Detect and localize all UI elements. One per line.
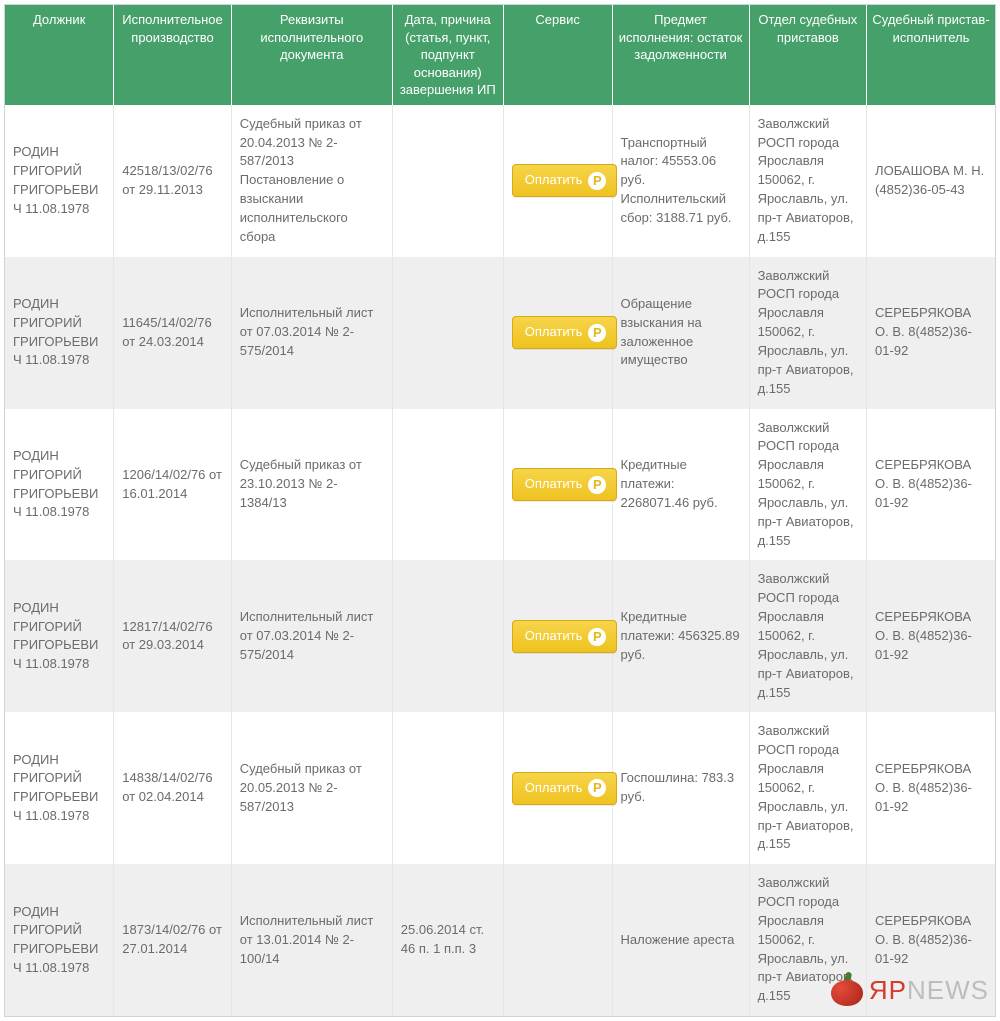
ruble-icon: Р — [588, 628, 606, 646]
cell-doc: Судебный приказ от 23.10.2013 № 2-1384/1… — [231, 409, 392, 561]
pay-button-label: Оплатить — [525, 628, 583, 643]
pay-button[interactable]: Оплатить Р — [512, 316, 618, 349]
cell-proc: 12817/14/02/76 от 29.03.2014 — [114, 560, 231, 712]
pay-button[interactable]: Оплатить Р — [512, 772, 618, 805]
pay-button-label: Оплатить — [525, 476, 583, 491]
cell-officer: СЕРЕБРЯКОВА О. В. 8(4852)36-01-92 — [867, 864, 995, 1016]
th-service: Сервис — [503, 5, 612, 105]
table-row: РОДИН ГРИГОРИЙ ГРИГОРЬЕВИЧ 11.08.1978120… — [5, 409, 995, 561]
cell-service: Оплатить Р — [503, 409, 612, 561]
cell-dept: Заволжский РОСП города Ярославля 150062,… — [749, 712, 866, 864]
th-date: Дата, причина (статья, пункт, подпункт о… — [392, 5, 503, 105]
th-subject: Предмет исполнения: остаток задолженност… — [612, 5, 749, 105]
cell-proc: 14838/14/02/76 от 02.04.2014 — [114, 712, 231, 864]
cell-service: Оплатить Р — [503, 105, 612, 257]
cell-subject: Госпошлина: 783.3 руб. — [612, 712, 749, 864]
cell-doc: Судебный приказ от 20.04.2013 № 2-587/20… — [231, 105, 392, 257]
table-row: РОДИН ГРИГОРИЙ ГРИГОРЬЕВИЧ 11.08.1978187… — [5, 864, 995, 1016]
table-frame: Должник Исполнительное производство Рекв… — [4, 4, 996, 1017]
cell-dept: Заволжский РОСП города Ярославля 150062,… — [749, 560, 866, 712]
cell-service — [503, 864, 612, 1016]
cell-subject: Наложение ареста — [612, 864, 749, 1016]
cell-debtor: РОДИН ГРИГОРИЙ ГРИГОРЬЕВИЧ 11.08.1978 — [5, 257, 114, 409]
th-doc: Реквизиты исполнительного документа — [231, 5, 392, 105]
cell-dept: Заволжский РОСП города Ярославля 150062,… — [749, 864, 866, 1016]
cell-service: Оплатить Р — [503, 712, 612, 864]
cell-date — [392, 409, 503, 561]
th-proc: Исполнительное производство — [114, 5, 231, 105]
cell-date — [392, 560, 503, 712]
pay-button[interactable]: Оплатить Р — [512, 164, 618, 197]
pay-button-label: Оплатить — [525, 172, 583, 187]
pay-button[interactable]: Оплатить Р — [512, 620, 618, 653]
cell-subject: Обращение взыскания на заложенное имущес… — [612, 257, 749, 409]
cell-service: Оплатить Р — [503, 560, 612, 712]
cell-officer: СЕРЕБРЯКОВА О. В. 8(4852)36-01-92 — [867, 257, 995, 409]
ruble-icon: Р — [588, 172, 606, 190]
cell-service: Оплатить Р — [503, 257, 612, 409]
cell-debtor: РОДИН ГРИГОРИЙ ГРИГОРЬЕВИЧ 11.08.1978 — [5, 864, 114, 1016]
ruble-icon: Р — [588, 779, 606, 797]
cell-subject: Кредитные платежи: 2268071.46 руб. — [612, 409, 749, 561]
cell-dept: Заволжский РОСП города Ярославля 150062,… — [749, 257, 866, 409]
th-dept: Отдел судебных приставов — [749, 5, 866, 105]
pay-button-label: Оплатить — [525, 780, 583, 795]
ruble-icon: Р — [588, 324, 606, 342]
table-row: РОДИН ГРИГОРИЙ ГРИГОРЬЕВИЧ 11.08.1978128… — [5, 560, 995, 712]
cell-debtor: РОДИН ГРИГОРИЙ ГРИГОРЬЕВИЧ 11.08.1978 — [5, 560, 114, 712]
cell-officer: СЕРЕБРЯКОВА О. В. 8(4852)36-01-92 — [867, 712, 995, 864]
cell-dept: Заволжский РОСП города Ярославля 150062,… — [749, 409, 866, 561]
cell-dept: Заволжский РОСП города Ярославля 150062,… — [749, 105, 866, 257]
cell-doc: Исполнительный лист от 07.03.2014 № 2-57… — [231, 560, 392, 712]
cell-date — [392, 105, 503, 257]
cell-proc: 11645/14/02/76 от 24.03.2014 — [114, 257, 231, 409]
cell-debtor: РОДИН ГРИГОРИЙ ГРИГОРЬЕВИЧ 11.08.1978 — [5, 105, 114, 257]
cell-date — [392, 712, 503, 864]
cell-subject: Транспортный налог: 45553.06 руб. Исполн… — [612, 105, 749, 257]
th-debtor: Должник — [5, 5, 114, 105]
cell-officer: СЕРЕБРЯКОВА О. В. 8(4852)36-01-92 — [867, 409, 995, 561]
cell-date — [392, 257, 503, 409]
cell-date: 25.06.2014 ст. 46 п. 1 п.п. 3 — [392, 864, 503, 1016]
cell-proc: 1873/14/02/76 от 27.01.2014 — [114, 864, 231, 1016]
ruble-icon: Р — [588, 476, 606, 494]
cell-officer: ЛОБАШОВА М. Н. (4852)36-05-43 — [867, 105, 995, 257]
table-body: РОДИН ГРИГОРИЙ ГРИГОРЬЕВИЧ 11.08.1978425… — [5, 105, 995, 1016]
cell-debtor: РОДИН ГРИГОРИЙ ГРИГОРЬЕВИЧ 11.08.1978 — [5, 712, 114, 864]
table-header: Должник Исполнительное производство Рекв… — [5, 5, 995, 105]
cell-doc: Исполнительный лист от 07.03.2014 № 2-57… — [231, 257, 392, 409]
table-row: РОДИН ГРИГОРИЙ ГРИГОРЬЕВИЧ 11.08.1978116… — [5, 257, 995, 409]
cell-proc: 42518/13/02/76 от 29.11.2013 — [114, 105, 231, 257]
table-row: РОДИН ГРИГОРИЙ ГРИГОРЬЕВИЧ 11.08.1978425… — [5, 105, 995, 257]
table-row: РОДИН ГРИГОРИЙ ГРИГОРЬЕВИЧ 11.08.1978148… — [5, 712, 995, 864]
pay-button[interactable]: Оплатить Р — [512, 468, 618, 501]
th-officer: Судебный пристав-исполнитель — [867, 5, 995, 105]
pay-button-label: Оплатить — [525, 324, 583, 339]
cell-doc: Исполнительный лист от 13.01.2014 № 2-10… — [231, 864, 392, 1016]
cell-debtor: РОДИН ГРИГОРИЙ ГРИГОРЬЕВИЧ 11.08.1978 — [5, 409, 114, 561]
cell-proc: 1206/14/02/76 от 16.01.2014 — [114, 409, 231, 561]
cell-officer: СЕРЕБРЯКОВА О. В. 8(4852)36-01-92 — [867, 560, 995, 712]
cell-subject: Кредитные платежи: 456325.89 руб. — [612, 560, 749, 712]
cell-doc: Судебный приказ от 20.05.2013 № 2-587/20… — [231, 712, 392, 864]
enforcement-table: Должник Исполнительное производство Рекв… — [5, 5, 995, 1016]
